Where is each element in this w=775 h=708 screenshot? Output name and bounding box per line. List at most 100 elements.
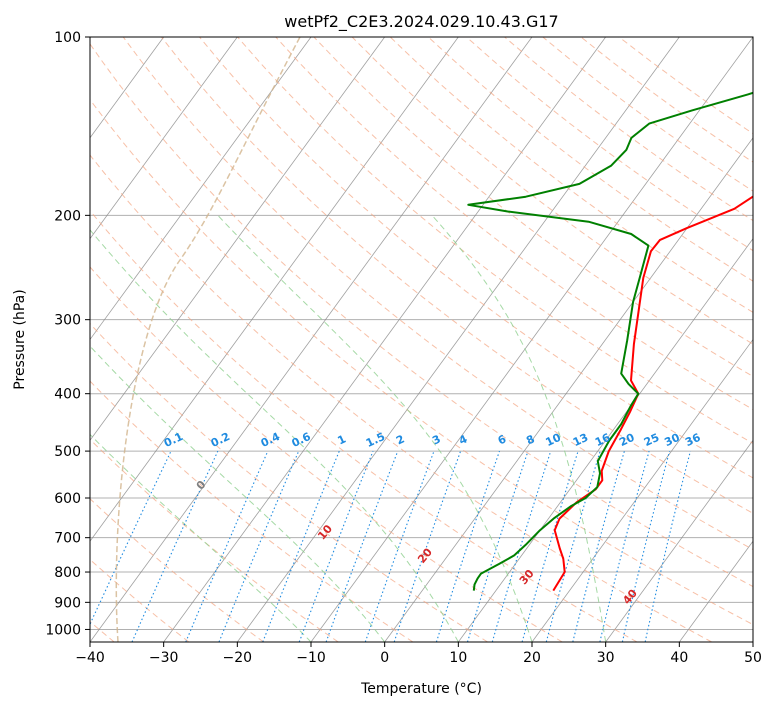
dry-adiabat-label: 20 <box>415 545 435 565</box>
x-tick-label: 20 <box>523 650 541 666</box>
y-tick-label: 900 <box>54 595 81 611</box>
dry-adiabat-line <box>90 380 414 642</box>
isotherm-line <box>90 37 533 642</box>
reference-arc <box>115 37 301 642</box>
isotherm-line <box>679 540 753 642</box>
isotherm-line <box>163 37 606 642</box>
dry-adiabat-line <box>313 37 753 378</box>
mixing-ratio-label: 1.5 <box>364 430 387 450</box>
dry-adiabat-line <box>275 37 753 411</box>
dry-adiabat-line <box>90 438 339 642</box>
mixing-ratio-line <box>218 450 300 642</box>
dry-adiabat-line <box>618 37 753 135</box>
dry-adiabat-line <box>542 37 753 192</box>
x-tick-label: 10 <box>449 650 467 666</box>
dry-adiabat-label: 30 <box>517 567 537 587</box>
dry-adiabat-line <box>90 498 264 642</box>
mixing-ratio-label: 6 <box>496 432 509 447</box>
mixing-ratio-line <box>131 450 219 642</box>
x-tick-label: −40 <box>75 650 105 666</box>
y-tick-label: 800 <box>54 565 81 581</box>
dry-adiabat-line <box>90 98 753 626</box>
dry-adiabat-label: 40 <box>620 587 640 607</box>
mixing-ratio-line <box>466 450 529 642</box>
mixing-ratio-line <box>435 450 501 642</box>
y-tick-label: 400 <box>54 387 81 403</box>
mixing-ratio-label: 1 <box>336 432 348 447</box>
moist-adiabat-line <box>217 214 533 642</box>
mixing-ratio-label: 30 <box>662 431 682 449</box>
mixing-ratio-line <box>185 450 269 642</box>
isotherm-line <box>90 37 385 442</box>
dry-adiabat-line <box>237 37 753 444</box>
mixing-ratio-line <box>364 450 435 642</box>
y-tick-label: 700 <box>54 531 81 547</box>
x-tick-label: 30 <box>597 650 615 666</box>
moist-adiabat-line <box>90 433 312 642</box>
dry-adiabat-line <box>90 558 190 642</box>
dry-adiabat-line <box>122 37 753 551</box>
series-area <box>467 91 753 592</box>
mixing-ratio-line <box>325 450 399 642</box>
isotherm-line <box>458 237 753 642</box>
moist-adiabat-line <box>90 229 459 642</box>
x-tick-label: 50 <box>744 650 762 666</box>
mixing-ratio-label: 25 <box>642 431 661 449</box>
mixing-ratio-label: 0.1 <box>162 430 185 450</box>
isopleth-labels: 0.10.20.40.611.52346810131620253036-100-… <box>162 430 703 607</box>
mixing-ratio-line <box>393 450 462 642</box>
y-tick-label: 100 <box>54 30 81 46</box>
dry-adiabat-line <box>90 154 712 642</box>
dry-adiabat-label: 10 <box>315 522 335 542</box>
y-tick-label: 500 <box>54 444 81 460</box>
mixing-ratio-label: 20 <box>617 431 637 449</box>
y-axis-title: Pressure (hPa) <box>12 289 28 389</box>
isotherm-line <box>90 37 312 341</box>
mixing-ratio-label: 36 <box>683 431 703 449</box>
moist-adiabat-line <box>431 214 607 642</box>
moist-adiabat-line <box>90 345 386 642</box>
plot-area <box>90 37 753 642</box>
mixing-ratio-label: 13 <box>571 431 590 449</box>
y-tick-label: 600 <box>54 491 81 507</box>
dry-adiabat-line <box>90 209 638 642</box>
mixing-ratio-label: 16 <box>593 431 613 449</box>
dry-adiabat-line <box>389 37 753 313</box>
dry-adiabat-line <box>351 37 753 345</box>
y-tick-label: 300 <box>54 313 81 329</box>
dewpoint-profile-line <box>467 91 753 591</box>
isotherm-line <box>90 37 238 240</box>
dry-adiabat-label: 0 <box>194 478 209 492</box>
isotherm-line <box>384 137 753 642</box>
dry-adiabat-line <box>504 37 753 222</box>
mixing-ratio-line <box>644 450 691 642</box>
temperature-profile-line <box>552 195 753 592</box>
dry-adiabat-line <box>427 37 753 282</box>
x-axis-title: Temperature (°C) <box>360 681 482 697</box>
chart-title: wetPf2_C2E3.2024.029.10.43.G17 <box>284 12 558 32</box>
y-tick-label: 200 <box>54 208 81 224</box>
mixing-ratio-line <box>262 450 340 642</box>
mixing-ratio-line <box>572 450 625 642</box>
isotherm-line <box>605 439 753 642</box>
y-tick-label: 1000 <box>45 622 81 638</box>
x-tick-label: 40 <box>670 650 688 666</box>
x-tick-label: −20 <box>223 650 253 666</box>
mixing-ratio-line <box>599 450 650 642</box>
x-tick-label: −30 <box>149 650 179 666</box>
dry-adiabat-line <box>466 37 753 252</box>
mixing-ratio-line <box>298 450 374 642</box>
mixing-ratio-label: 0.2 <box>209 430 232 450</box>
x-tick-label: 0 <box>380 650 389 666</box>
dry-adiabat-line <box>90 266 563 642</box>
isotherm-line <box>752 641 753 642</box>
mixing-ratio-label: 10 <box>544 431 564 449</box>
mixing-ratio-label: 0.6 <box>290 430 313 450</box>
axes: −40 −30 −20 −10 0 10 20 30 40 5010020030040050060… <box>45 30 762 666</box>
mixing-ratio-line <box>545 450 601 642</box>
mixing-ratio-line <box>491 450 552 642</box>
mixing-ratio-line <box>90 450 172 626</box>
mixing-ratio-label: 4 <box>457 432 470 447</box>
dry-adiabat-line <box>90 322 488 642</box>
